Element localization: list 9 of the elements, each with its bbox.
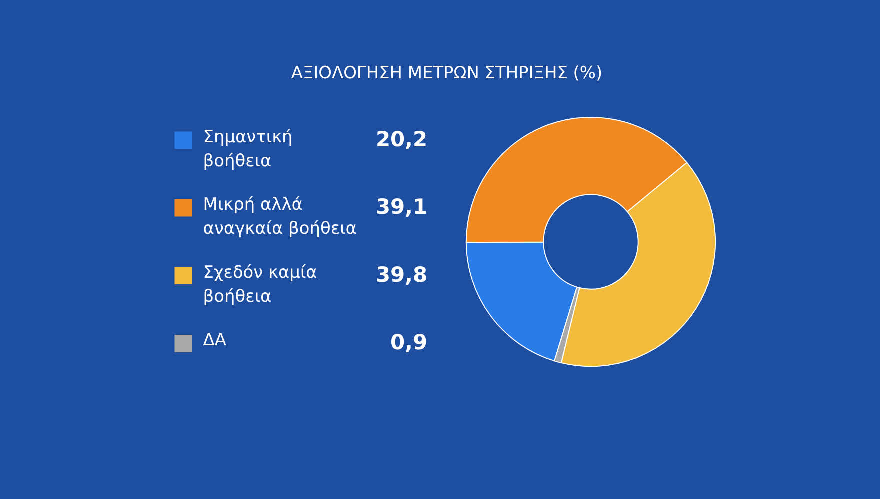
legend-label: Σημαντική βοήθεια — [203, 126, 293, 170]
chart-title: ΑΞΙΟΛΟΓΗΣΗ ΜΕΤΡΩΝ ΣΤΗΡΙΞΗΣ (%) — [291, 62, 603, 83]
data-label: 0,9 — [390, 330, 428, 355]
legend-label: ΔΑ — [203, 330, 227, 350]
legend-label: Σχεδόν καμία βοήθεια — [203, 262, 318, 306]
legend-label: Μικρή αλλά αναγκαία βοήθεια — [203, 194, 357, 238]
data-label: 39,8 — [376, 262, 428, 287]
data-label: 20,2 — [376, 127, 428, 152]
data-label: 39,1 — [376, 195, 428, 220]
